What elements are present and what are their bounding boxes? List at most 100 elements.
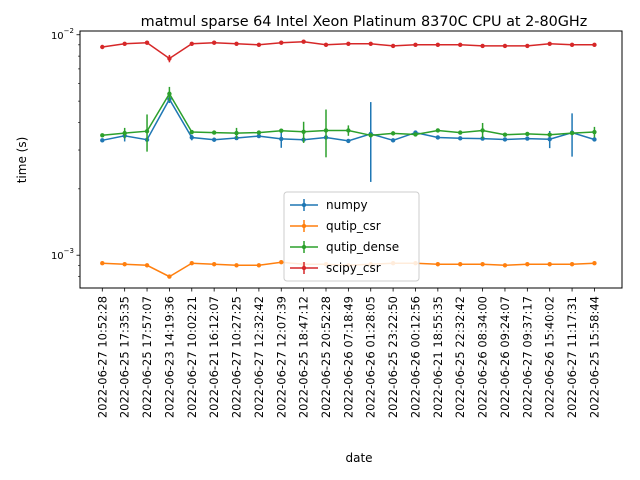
data-point xyxy=(390,43,396,49)
data-point xyxy=(525,43,530,49)
chart-title: matmul sparse 64 Intel Xeon Platinum 837… xyxy=(141,14,588,30)
legend-label: scipy_csr xyxy=(326,261,381,275)
data-point xyxy=(502,137,508,142)
data-point xyxy=(458,136,463,141)
data-point xyxy=(234,41,239,46)
data-point xyxy=(480,128,485,133)
data-point xyxy=(525,262,530,267)
data-point xyxy=(502,263,508,268)
data-point xyxy=(100,260,105,266)
data-point xyxy=(122,130,127,136)
x-axis-label: date xyxy=(345,451,372,465)
y-axis: 10−3 10−2 xyxy=(51,27,80,277)
x-tick-label: 2022-06-27 09:37:17 xyxy=(520,296,534,418)
x-tick-label: 2022-06-23 14:19:36 xyxy=(162,296,176,418)
x-tick-label: 2022-06-21 16:12:07 xyxy=(207,296,221,418)
data-point xyxy=(256,263,262,268)
data-point xyxy=(256,42,262,48)
legend-marker xyxy=(301,265,307,271)
data-point xyxy=(390,131,396,136)
data-point xyxy=(234,263,239,268)
data-point xyxy=(592,129,597,135)
axes-frame xyxy=(79,30,623,289)
x-tick-label: 2022-06-26 00:12:56 xyxy=(408,296,422,418)
data-point xyxy=(569,262,575,267)
x-tick-label: 2022-06-25 20:52:28 xyxy=(319,296,333,418)
data-point xyxy=(547,132,552,137)
data-point xyxy=(592,42,597,48)
data-point xyxy=(234,130,239,136)
data-point xyxy=(480,43,485,49)
data-point xyxy=(592,137,597,142)
x-tick-label: 2022-06-27 10:02:21 xyxy=(185,296,199,418)
y-tick-label: 10−2 xyxy=(51,27,74,42)
legend-marker xyxy=(301,244,307,250)
data-point xyxy=(592,260,597,266)
plot-area xyxy=(100,39,597,279)
data-point xyxy=(122,262,127,267)
data-point xyxy=(211,40,217,45)
data-point xyxy=(279,259,284,265)
data-point xyxy=(279,40,284,45)
data-point xyxy=(211,262,217,267)
y-tick-label: 10−3 xyxy=(51,247,74,262)
x-tick-label: 2022-06-27 12:07:39 xyxy=(274,296,288,418)
data-point xyxy=(279,128,284,133)
data-point xyxy=(480,262,485,267)
x-tick-label: 2022-06-26 08:34:00 xyxy=(476,296,490,418)
x-tick-label: 2022-06-27 10:27:25 xyxy=(230,296,244,418)
data-point xyxy=(390,138,396,143)
x-tick-label: 2022-06-25 17:35:35 xyxy=(118,296,132,418)
data-point xyxy=(144,129,150,134)
x-tick-label: 2022-06-25 18:47:12 xyxy=(297,296,311,418)
data-point xyxy=(525,136,530,141)
data-point xyxy=(458,130,463,135)
legend-marker xyxy=(301,202,307,208)
data-point xyxy=(144,263,150,268)
y-axis-label: time (s) xyxy=(15,137,29,184)
data-point xyxy=(189,129,194,135)
data-point xyxy=(458,262,463,267)
data-point xyxy=(100,138,105,143)
data-point xyxy=(100,133,105,138)
x-tick-label: 2022-06-27 11:17:31 xyxy=(565,296,579,418)
data-point xyxy=(279,136,284,142)
legend-box xyxy=(283,191,420,282)
data-point xyxy=(211,130,217,135)
data-point xyxy=(547,262,552,267)
data-point xyxy=(458,42,463,48)
data-point xyxy=(301,39,306,44)
data-point xyxy=(122,41,127,46)
data-point xyxy=(189,260,194,266)
x-tick-label: 2022-06-25 22:32:42 xyxy=(453,296,467,418)
data-point xyxy=(346,128,351,133)
legend-label: qutip_csr xyxy=(326,219,381,233)
x-tick-label: 2022-06-26 09:24:07 xyxy=(498,296,512,418)
data-point xyxy=(368,41,373,46)
data-point xyxy=(167,274,172,279)
legend-label: qutip_dense xyxy=(326,240,399,254)
legend-entry-numpy: numpy xyxy=(290,198,368,212)
x-tick-label: 2022-06-26 15:40:02 xyxy=(543,296,557,418)
legend-label: numpy xyxy=(326,198,368,212)
data-point xyxy=(435,42,441,48)
data-point xyxy=(435,262,441,267)
x-tick-label: 2022-06-26 01:28:05 xyxy=(364,296,378,418)
series-scipy_csr xyxy=(100,39,597,63)
data-point xyxy=(323,42,329,48)
data-point xyxy=(525,131,530,137)
data-point xyxy=(100,44,105,50)
legend-entry-qutip_csr: qutip_csr xyxy=(290,219,381,233)
x-tick-label: 2022-06-27 10:52:28 xyxy=(95,296,109,418)
x-tick-label: 2022-06-27 12:32:42 xyxy=(252,296,266,418)
data-point xyxy=(502,43,508,49)
data-point xyxy=(301,129,306,134)
data-point xyxy=(346,41,351,46)
data-point xyxy=(547,41,552,46)
data-point xyxy=(435,128,441,133)
data-point xyxy=(569,130,575,136)
data-point xyxy=(413,42,418,48)
x-tick-label: 2022-06-21 18:55:35 xyxy=(431,296,445,418)
data-point xyxy=(189,41,194,46)
